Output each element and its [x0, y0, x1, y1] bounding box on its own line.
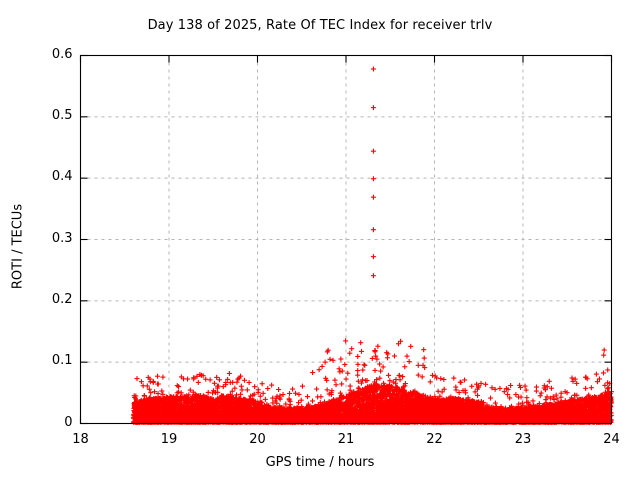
- scatter-points: [131, 66, 614, 424]
- gridlines: [81, 56, 612, 424]
